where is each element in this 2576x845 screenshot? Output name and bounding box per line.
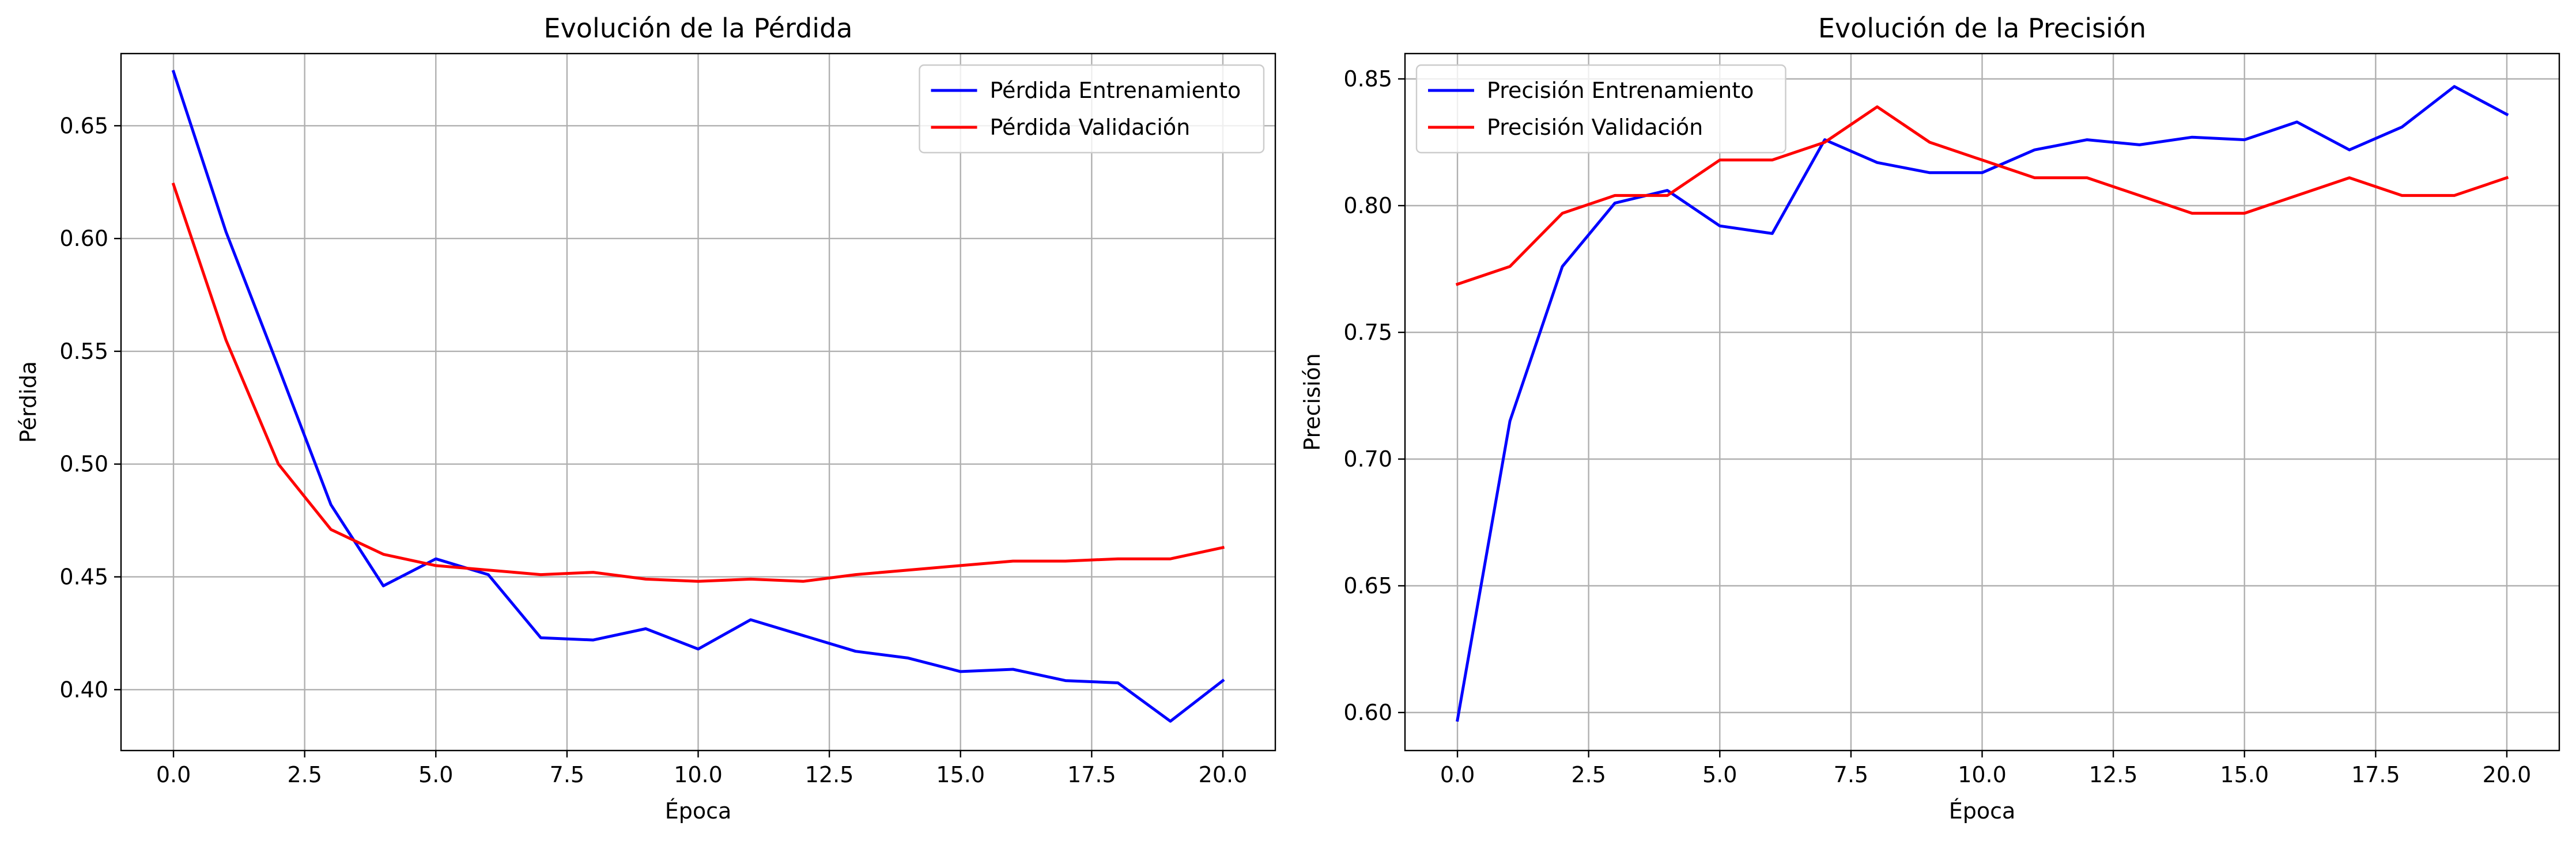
accuracy-y-tick-label-3: 0.75	[1343, 320, 1392, 345]
loss-x-tick-label-7: 17.5	[1067, 762, 1116, 787]
accuracy-grid	[1405, 54, 2559, 751]
loss-y-tick-label-2: 0.50	[59, 452, 108, 477]
loss-y-tick-label-4: 0.60	[59, 226, 108, 251]
accuracy-y-tick-label-5: 0.85	[1343, 66, 1392, 92]
accuracy-legend-label-0: Precisión Entrenamiento	[1487, 78, 1754, 103]
loss-ticks: 0.0 2.5 5.0 7.5 10.0 12.5 15.0 17.5 20.0 0.40 0.45…	[59, 113, 1247, 787]
loss-y-tick-label-0: 0.40	[59, 677, 108, 702]
loss-x-tick-label-2: 5.0	[418, 762, 453, 787]
accuracy-ticks: 0.0 2.5 5.0 7.5 10.0 12.5 15.0 17.5 20.0 0.60 0.65…	[1343, 66, 2531, 787]
accuracy-y-tick-label-0: 0.60	[1343, 700, 1392, 725]
loss-chart: 0.0 2.5 5.0 7.5 10.0 12.5 15.0 17.5 20.0 0.40 0.45…	[16, 13, 1276, 824]
accuracy-x-tick-label-1: 2.5	[1571, 762, 1606, 787]
loss-x-tick-label-8: 20.0	[1199, 762, 1248, 787]
accuracy-x-tick-label-3: 7.5	[1834, 762, 1868, 787]
loss-legend-label-1: Pérdida Validación	[990, 115, 1191, 140]
accuracy-legend-label-1: Precisión Validación	[1487, 115, 1703, 140]
accuracy-x-tick-label-8: 20.0	[2483, 762, 2532, 787]
accuracy-x-tick-label-4: 10.0	[1958, 762, 2007, 787]
loss-x-tick-label-3: 7.5	[550, 762, 584, 787]
accuracy-x-tick-label-6: 15.0	[2220, 762, 2269, 787]
accuracy-series	[1455, 85, 2509, 722]
accuracy-legend-box	[1415, 64, 1786, 154]
loss-x-tick-label-4: 10.0	[674, 762, 723, 787]
loss-series-line-1	[171, 182, 1225, 583]
accuracy-chart-title: Evolución de la Precisión	[1818, 13, 2146, 44]
loss-legend-box	[919, 64, 1265, 154]
accuracy-x-tick-label-2: 5.0	[1702, 762, 1737, 787]
loss-x-axis-label: Época	[665, 798, 732, 824]
loss-y-tick-label-3: 0.55	[59, 339, 108, 364]
loss-grid	[121, 54, 1275, 751]
accuracy-chart: 0.0 2.5 5.0 7.5 10.0 12.5 15.0 17.5 20.0 0.60 0.65…	[1300, 13, 2560, 824]
accuracy-y-tick-label-1: 0.65	[1343, 573, 1392, 598]
accuracy-legend: Precisión Entrenamiento Precisión Validac…	[1415, 64, 1786, 154]
accuracy-y-tick-label-4: 0.80	[1343, 193, 1392, 218]
loss-legend: Pérdida Entrenamiento Pérdida Validación	[919, 64, 1265, 154]
loss-x-tick-label-5: 12.5	[805, 762, 854, 787]
accuracy-series-line-0	[1456, 85, 2509, 722]
loss-x-tick-label-6: 15.0	[936, 762, 985, 787]
accuracy-x-axis-label: Época	[1949, 798, 2016, 824]
accuracy-x-tick-label-0: 0.0	[1440, 762, 1475, 787]
loss-series-line-0	[171, 70, 1225, 723]
loss-series	[171, 70, 1225, 723]
loss-y-tick-label-5: 0.65	[59, 113, 108, 138]
loss-y-tick-label-1: 0.45	[59, 564, 108, 589]
accuracy-x-tick-label-7: 17.5	[2351, 762, 2400, 787]
accuracy-y-axis-label: Precisión	[1300, 353, 1325, 451]
loss-y-axis-label: Pérdida	[16, 361, 41, 443]
loss-x-tick-label-0: 0.0	[156, 762, 191, 787]
accuracy-x-tick-label-5: 12.5	[2089, 762, 2138, 787]
loss-legend-label-0: Pérdida Entrenamiento	[990, 78, 1241, 103]
accuracy-y-tick-label-2: 0.70	[1343, 446, 1392, 472]
loss-x-tick-label-1: 2.5	[287, 762, 322, 787]
loss-chart-title: Evolución de la Pérdida	[544, 13, 853, 44]
accuracy-series-line-1	[1455, 105, 2509, 286]
